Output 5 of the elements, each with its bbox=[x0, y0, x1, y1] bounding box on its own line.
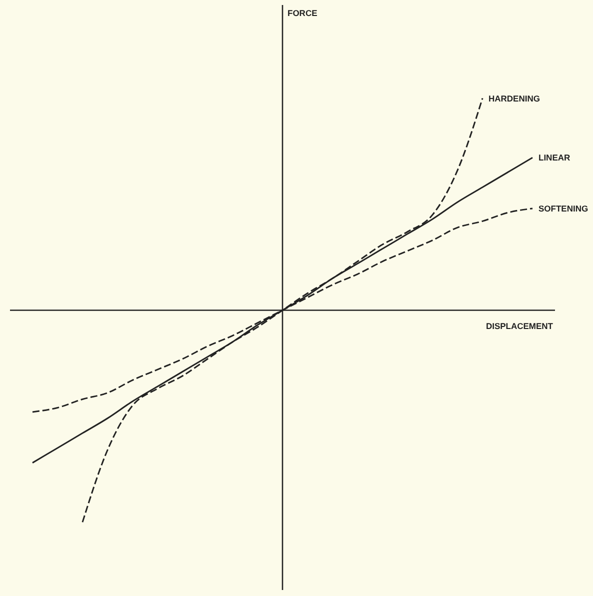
series-label: SOFTENING bbox=[538, 203, 588, 214]
text: FORCE bbox=[288, 8, 318, 18]
series-label: HARDENING bbox=[488, 93, 540, 104]
series-label: LINEAR bbox=[538, 152, 570, 163]
x-axis-title: DISPLACEMENT bbox=[486, 321, 554, 332]
